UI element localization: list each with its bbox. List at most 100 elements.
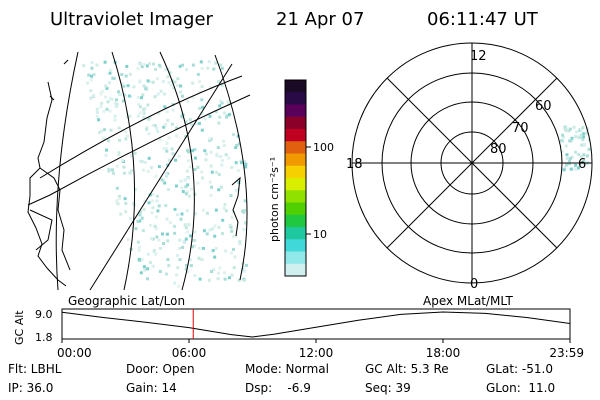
speckle-dot bbox=[178, 258, 182, 262]
speckle-dot bbox=[137, 248, 141, 252]
speckle-dot bbox=[118, 197, 122, 200]
speckle-dot bbox=[244, 162, 248, 166]
speckle-dot bbox=[236, 169, 240, 172]
speckle-dot bbox=[191, 149, 194, 153]
speckle-dot bbox=[119, 212, 123, 216]
status-glon: GLon: 11.0 bbox=[486, 381, 556, 395]
longitude-line bbox=[111, 51, 135, 291]
speckle-dot bbox=[570, 136, 574, 140]
speckle-dot bbox=[233, 255, 237, 259]
speckle-dot bbox=[215, 170, 219, 174]
speckle-dot bbox=[143, 107, 147, 111]
speckle-dot bbox=[204, 158, 208, 162]
speckle-dot bbox=[105, 86, 109, 90]
speckle-dot bbox=[153, 95, 157, 99]
speckle-dot bbox=[141, 168, 145, 172]
speckle-dot bbox=[167, 188, 171, 192]
speckle-dot bbox=[213, 234, 217, 238]
speckle-dot bbox=[243, 278, 247, 282]
speckle-dot bbox=[227, 156, 231, 160]
speckle-dot bbox=[171, 152, 175, 156]
speckle-dot bbox=[103, 128, 107, 132]
speckle-dot bbox=[219, 155, 222, 158]
speckle-dot bbox=[136, 95, 140, 99]
speckle-dot bbox=[138, 219, 142, 223]
speckle-dot bbox=[191, 63, 195, 67]
speckle-dot bbox=[561, 135, 565, 139]
speckle-dot bbox=[184, 267, 188, 271]
speckle-dot bbox=[574, 168, 578, 172]
speckle-dot bbox=[152, 249, 156, 253]
speckle-dot bbox=[172, 86, 176, 90]
speckle-dot bbox=[162, 125, 166, 129]
speckle-dot bbox=[177, 284, 181, 288]
speckle-dot bbox=[141, 229, 145, 233]
speckle-dot bbox=[90, 61, 94, 65]
latitude-line bbox=[89, 63, 233, 291]
speckle-dot bbox=[198, 277, 202, 281]
colorbar-swatch bbox=[285, 153, 306, 167]
longitude-line bbox=[55, 51, 79, 291]
speckle-dot bbox=[229, 225, 233, 229]
speckle-dot bbox=[227, 276, 231, 280]
date-text: 21 Apr 07 bbox=[276, 9, 364, 30]
speckle-dot bbox=[178, 246, 181, 250]
speckle-dot bbox=[151, 123, 155, 127]
speckle-dot bbox=[222, 271, 226, 275]
speckle-dot bbox=[232, 234, 235, 238]
speckle-dot bbox=[117, 195, 121, 199]
speckle-dot bbox=[124, 74, 128, 78]
speckle-dot bbox=[163, 181, 167, 185]
speckle-dot bbox=[173, 80, 177, 84]
speckle-dot bbox=[222, 206, 226, 210]
speckle-dot bbox=[159, 65, 162, 69]
speckle-dot bbox=[122, 84, 126, 88]
speckle-dot bbox=[176, 213, 179, 217]
speckle-dot bbox=[223, 202, 227, 206]
speckle-dot bbox=[216, 271, 220, 275]
speckle-dot bbox=[133, 188, 137, 191]
speckle-dot bbox=[238, 242, 242, 246]
speckle-dot bbox=[185, 263, 188, 267]
colorbar-swatch bbox=[285, 92, 306, 105]
speckle-dot bbox=[181, 63, 184, 67]
coastline bbox=[27, 81, 67, 287]
speckle-dot bbox=[209, 164, 213, 168]
speckle-dot bbox=[565, 153, 569, 157]
speckle-dot bbox=[107, 169, 111, 173]
speckle-dot bbox=[146, 169, 150, 173]
speckle-dot bbox=[140, 258, 144, 262]
speckle-dot bbox=[154, 227, 158, 231]
speckle-dot bbox=[241, 265, 245, 269]
speckle-dot bbox=[103, 60, 107, 64]
speckle-dot bbox=[133, 151, 137, 155]
lat-label-60: 60 bbox=[535, 99, 552, 114]
speckle-dot bbox=[156, 130, 160, 133]
speckle-dot bbox=[171, 108, 175, 112]
speckle-dot bbox=[222, 144, 226, 147]
speckle-dot bbox=[121, 99, 125, 103]
speckle-dot bbox=[243, 199, 247, 203]
speckle-dot bbox=[112, 76, 116, 80]
speckle-dot bbox=[100, 101, 104, 105]
speckle-dot bbox=[177, 154, 181, 158]
speckle-dot bbox=[569, 156, 572, 160]
speckle-dot bbox=[136, 114, 140, 118]
aurora-emission-speckle bbox=[82, 60, 248, 288]
speckle-dot bbox=[173, 231, 177, 235]
speckle-dot bbox=[140, 216, 144, 220]
colorbar-swatch bbox=[285, 251, 306, 265]
speckle-dot bbox=[147, 132, 151, 136]
speckle-dot bbox=[95, 63, 99, 67]
lat-label-80: 80 bbox=[490, 142, 507, 157]
speckle-dot bbox=[577, 152, 581, 156]
speckle-dot bbox=[138, 80, 142, 84]
speckle-dot bbox=[220, 83, 224, 87]
speckle-dot bbox=[97, 118, 101, 122]
speckle-dot bbox=[117, 90, 120, 94]
speckle-dot bbox=[104, 153, 108, 157]
speckle-dot bbox=[196, 181, 200, 185]
speckle-dot bbox=[564, 126, 568, 130]
speckle-dot bbox=[164, 204, 168, 207]
coastline bbox=[231, 176, 241, 237]
